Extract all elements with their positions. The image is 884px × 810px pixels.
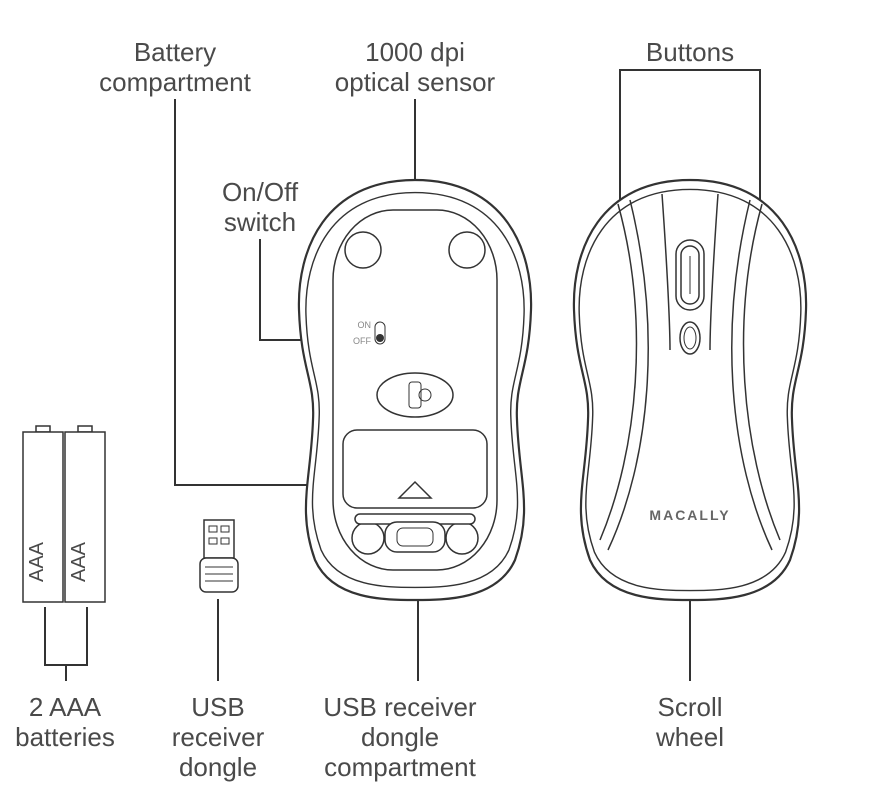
battery_compartment-label: Batterycompartment [99, 37, 251, 97]
onoff_switch-label-line1: switch [224, 207, 296, 237]
switch-on-text: ON [358, 320, 372, 330]
mouse-bottom-icon: ON OFF [299, 180, 531, 600]
scroll_wheel-label-line0: Scroll [657, 692, 722, 722]
battery-compartment-outline [343, 430, 487, 508]
aaa_batteries-label: 2 AAAbatteries [15, 692, 115, 752]
usb_dongle-label: USBreceiverdongle [172, 692, 265, 782]
aaa-leader [45, 608, 87, 680]
usb_compartment-label-line1: dongle [361, 722, 439, 752]
onoff_switch-label: On/Offswitch [222, 177, 299, 237]
aaa_batteries-label-line0: 2 AAA [29, 692, 102, 722]
buttons-label: Buttons [646, 37, 734, 67]
onoff_switch-label-line0: On/Off [222, 177, 299, 207]
usb_dongle-label-line0: USB [191, 692, 244, 722]
aaa_batteries-label-line1: batteries [15, 722, 115, 752]
battery_compartment-label-line1: compartment [99, 67, 251, 97]
buttons-label-line0: Buttons [646, 37, 734, 67]
battery-text-1: AAA [68, 541, 90, 582]
scroll_wheel-label-line1: wheel [655, 722, 724, 752]
mouse-top-icon: MACALLY [574, 180, 806, 600]
usb_compartment-label-line2: compartment [324, 752, 476, 782]
switch-off-text: OFF [353, 336, 371, 346]
usb_dongle-label-line2: dongle [179, 752, 257, 782]
usb-dongle-icon [200, 520, 238, 592]
usb-compartment-outline [385, 522, 445, 552]
usb_dongle-label-line1: receiver [172, 722, 265, 752]
aaa-battery-0: AAA [23, 426, 63, 602]
optical_sensor-label-line0: 1000 dpi [365, 37, 465, 67]
scroll_wheel-label: Scrollwheel [655, 692, 724, 752]
brand-text: MACALLY [649, 507, 730, 523]
usb_compartment-label-line0: USB receiver [323, 692, 476, 722]
battery_compartment-label-line0: Battery [134, 37, 216, 67]
optical_sensor-label: 1000 dpioptical sensor [335, 37, 496, 97]
aaa-battery-1: AAA [65, 426, 105, 602]
usb_compartment-label: USB receiverdonglecompartment [323, 692, 476, 782]
battery-text-0: AAA [26, 541, 48, 582]
optical_sensor-label-line1: optical sensor [335, 67, 496, 97]
